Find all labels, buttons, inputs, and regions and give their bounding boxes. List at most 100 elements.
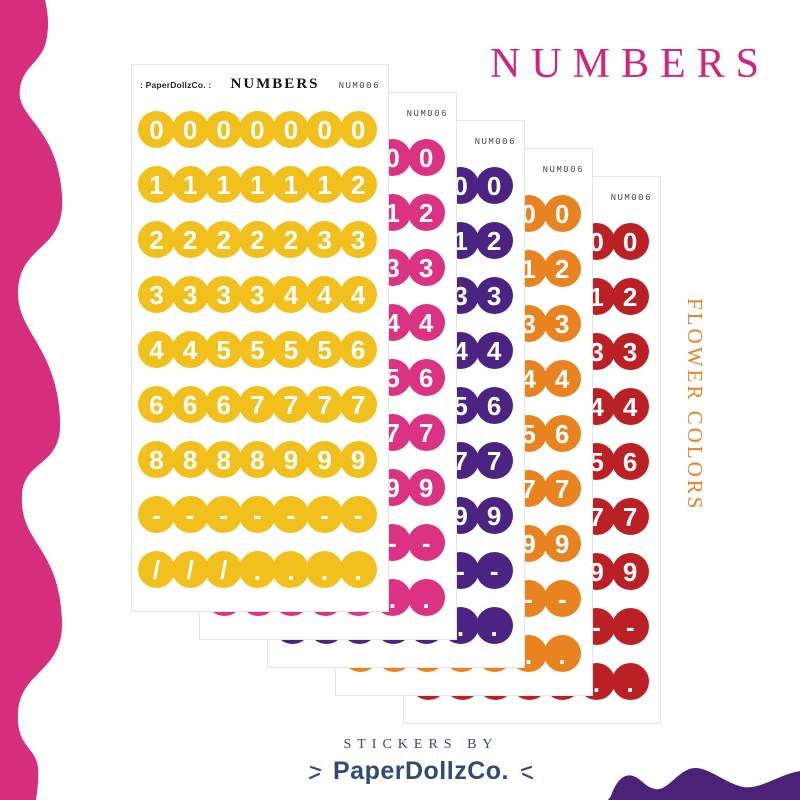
number-sticker: 3: [205, 276, 243, 313]
number-sticker: 2: [272, 221, 310, 258]
number-sticker: 0: [138, 111, 175, 148]
number-sticker: 0: [171, 111, 209, 148]
number-sticker: .: [611, 663, 649, 700]
bottom-right-wave-decoration: [608, 768, 800, 800]
number-sticker: 7: [339, 386, 377, 423]
number-sticker: 5: [238, 331, 276, 368]
number-sticker: .: [272, 551, 310, 588]
number-sticker: 6: [138, 386, 175, 423]
number-sticker: 0: [475, 167, 513, 204]
number-sticker: 9: [339, 441, 377, 478]
number-sticker: 2: [238, 221, 276, 258]
sheet-code: NUM006: [338, 81, 380, 91]
number-sticker: 0: [339, 111, 377, 148]
footer: STICKERS BY PaperDollzCo.: [251, 737, 591, 786]
number-sticker: 6: [407, 359, 445, 396]
number-sticker: 7: [611, 498, 649, 535]
number-sticker: 0: [272, 111, 310, 148]
number-sticker: -: [272, 496, 310, 533]
number-sticker: 9: [272, 441, 310, 478]
left-wave-decoration: [0, 0, 63, 800]
number-sticker: 8: [138, 441, 175, 478]
number-sticker: 9: [306, 441, 344, 478]
number-sticker: 6: [339, 331, 377, 368]
number-sticker: 3: [339, 221, 377, 258]
sparkle-dash-left-icon: [308, 765, 322, 779]
number-sticker: 8: [171, 441, 209, 478]
number-sticker: 4: [171, 331, 209, 368]
number-sticker: 7: [272, 386, 310, 423]
number-sticker: .: [306, 551, 344, 588]
number-sticker: .: [475, 607, 513, 644]
footer-brand-logo: PaperDollzCo.: [333, 757, 509, 785]
sticker-sheet-yellow: : PaperDollzCo. : NUMBERS NUM006 0 0 0 0 0 0 0 1 1 1…: [131, 64, 389, 612]
number-sticker: /: [171, 551, 209, 588]
number-sticker: 3: [306, 221, 344, 258]
sheet-code: NUM006: [610, 193, 652, 203]
number-sticker: 2: [171, 221, 209, 258]
number-sticker: 2: [475, 222, 513, 259]
sheet-code: NUM006: [474, 137, 516, 147]
number-sticker: 4: [475, 332, 513, 369]
number-sticker: 0: [238, 111, 276, 148]
number-sticker: .: [339, 551, 377, 588]
sheet-title: NUMBERS: [230, 76, 320, 92]
number-sticker: 0: [543, 195, 581, 232]
number-sticker: 6: [543, 415, 581, 452]
number-sticker: 9: [543, 525, 581, 562]
number-sticker: 2: [407, 194, 445, 231]
number-sticker: 4: [407, 304, 445, 341]
number-sticker: .: [407, 579, 445, 616]
number-sticker: .: [238, 551, 276, 588]
page-title: NUMBERS: [489, 41, 771, 87]
number-sticker: 5: [205, 331, 243, 368]
number-sticker: -: [407, 524, 445, 561]
number-sticker: 0: [407, 139, 445, 176]
number-sticker: 3: [475, 277, 513, 314]
number-sticker: .: [543, 635, 581, 672]
number-sticker: 4: [272, 276, 310, 313]
number-sticker: 9: [407, 469, 445, 506]
number-sticker: 2: [205, 221, 243, 258]
number-sticker: 3: [238, 276, 276, 313]
number-sticker: 4: [339, 276, 377, 313]
number-sticker: 6: [475, 387, 513, 424]
number-sticker: -: [205, 496, 243, 533]
number-sticker: -: [611, 608, 649, 645]
number-sticker: 4: [543, 360, 581, 397]
side-label: FLOWER COLORS: [683, 298, 707, 512]
number-sticker: /: [205, 551, 243, 588]
number-sticker: 9: [475, 497, 513, 534]
number-sticker: 0: [611, 223, 649, 260]
number-sticker: 8: [238, 441, 276, 478]
sheet-code: NUM006: [542, 165, 584, 175]
number-sticker: 3: [407, 249, 445, 286]
number-sticker: 7: [407, 414, 445, 451]
footer-stickers-by-label: STICKERS BY: [343, 737, 499, 752]
number-sticker: 0: [205, 111, 243, 148]
number-sticker: 7: [543, 470, 581, 507]
number-sticker: 3: [611, 333, 649, 370]
sheet-header: : PaperDollzCo. : NUMBERS NUM006: [140, 76, 380, 93]
number-sticker: 5: [306, 331, 344, 368]
number-sticker: -: [475, 552, 513, 589]
number-sticker: 4: [138, 331, 175, 368]
number-sticker: 2: [611, 278, 649, 315]
number-sticker: 6: [205, 386, 243, 423]
sticker-row: ///....: [138, 551, 377, 588]
number-sticker: 2: [543, 250, 581, 287]
number-sticker: -: [306, 496, 344, 533]
sticker-row: -------: [138, 496, 377, 533]
number-sticker: 2: [138, 221, 175, 258]
number-sticker: 2: [339, 166, 377, 203]
number-sticker: -: [138, 496, 175, 533]
number-sticker: 3: [171, 276, 209, 313]
number-sticker: -: [543, 580, 581, 617]
number-sticker: 1: [138, 166, 175, 203]
